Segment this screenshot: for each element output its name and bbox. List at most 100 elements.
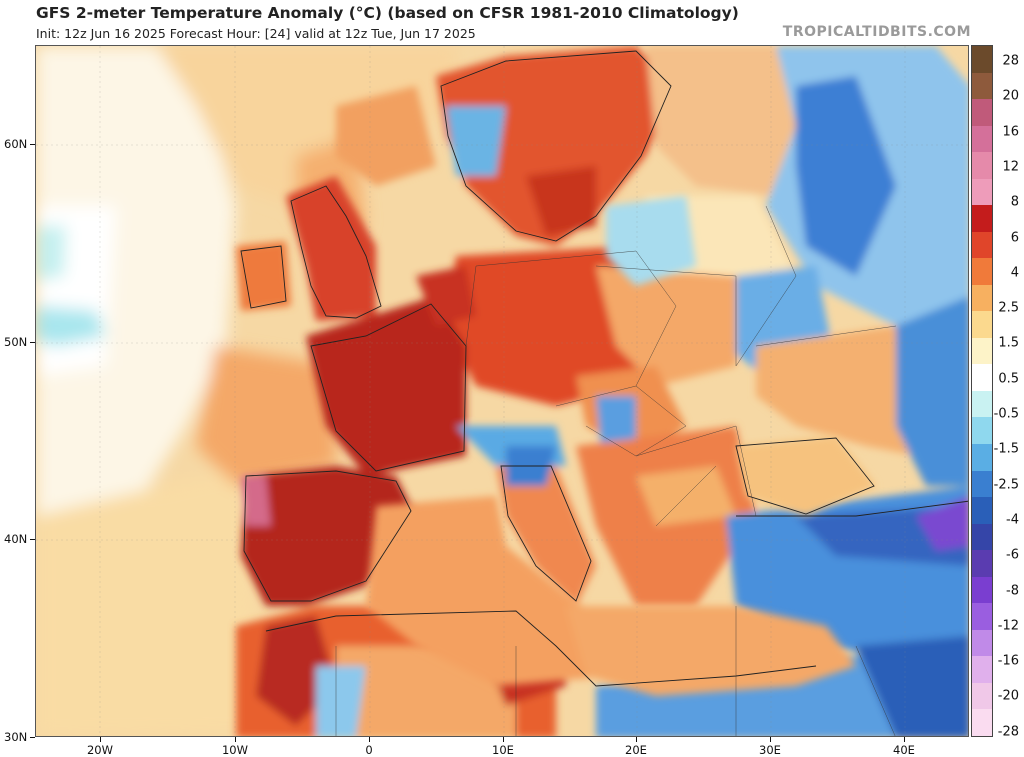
colorbar-label: 6 [1010,230,1019,245]
benelux [416,266,476,326]
colorbar-cell [972,125,992,153]
colorbar-label: 2.5 [998,300,1019,316]
lon-label-10e: 10E [492,743,514,757]
biscay-warm-region [196,346,336,486]
colorbar-cell [972,46,992,73]
map-subtitle: Init: 12z Jun 16 2025 Forecast Hour: [24… [36,26,476,41]
colorbar-cell [972,99,992,126]
sweden-hot [526,166,596,236]
colorbar-cell [972,72,992,100]
colorbar-cell [972,364,992,391]
colorbar-cell [972,390,992,418]
atlas-cool [316,666,366,736]
map-graphic [36,46,968,736]
colorbar-cell [972,603,992,630]
colorbar-cell [972,258,992,285]
portugal-coast-pink [241,476,271,526]
italy [496,466,596,606]
colorbar-cell [972,152,992,179]
lon-label-20e: 20E [625,743,647,757]
colorbar-cell [972,417,992,444]
lat-tick [30,737,35,738]
lat-label-50n: 50N [4,335,28,349]
colorbar [971,45,993,737]
colorbar-cell [972,523,992,551]
lat-label-40n: 40N [4,532,28,546]
lat-label-60n: 60N [4,137,28,151]
colorbar-cell [972,284,992,312]
colorbar-cell [972,470,992,498]
colorbar-label: -8 [1006,583,1019,598]
lon-label-0: 0 [365,743,373,757]
atlantic-neutral-region [36,46,236,516]
lon-tick [100,737,101,742]
lon-label-10w: 10W [221,743,249,757]
lon-label-30e: 30E [759,743,781,757]
colorbar-label: -4 [1006,512,1019,528]
anomaly-map [35,45,969,737]
caucasus-very-cold [916,496,968,551]
colorbar-cell [972,629,992,657]
norwegian-sea-region [156,46,456,206]
lat-tick [30,144,35,145]
colorbar-label: 8 [1010,194,1019,210]
colorbar-label: 12 [1002,159,1019,175]
colorbar-label: -16 [997,653,1019,669]
colorbar-labels: 28 20 16 12 8 6 4 2.5 1.5 0.5 -0.5 -1.5 -2.5 -4 -6 -8 -1… [993,45,1024,740]
colorbar-cell [972,337,992,365]
lat-tick [30,539,35,540]
lon-tick [636,737,637,742]
colorbar-label: 1.5 [998,335,1019,351]
levant-cold [856,636,968,736]
colorbar-cell [972,443,992,471]
atlantic-cool-patch [36,306,106,346]
graticule [36,46,968,736]
colorbar-label: 0.5 [998,371,1019,387]
country-borders [335,205,897,736]
lon-tick [503,737,504,742]
lon-tick [770,737,771,742]
colorbar-label: -12 [997,618,1019,634]
great-britain [286,176,376,321]
colorbar-label: -20 [997,688,1019,704]
colorbar-cell [972,709,992,736]
lon-tick [235,737,236,742]
colorbar-cell [972,231,992,259]
lon-label-40e: 40E [893,743,915,757]
atlantic-south-region [36,466,266,736]
colorbar-cell [972,497,992,524]
map-title: GFS 2-meter Temperature Anomaly (°C) (ba… [36,4,739,22]
colorbar-label: -0.5 [993,406,1019,422]
lon-tick [904,737,905,742]
lat-tick [30,342,35,343]
colorbar-cell [972,682,992,710]
brand-watermark: TROPICALTIDBITS.COM [782,24,971,40]
colorbar-label: -1.5 [993,441,1019,457]
lon-tick [369,737,370,742]
header: GFS 2-meter Temperature Anomaly (°C) (ba… [0,0,1024,46]
north-atlantic-warm [336,86,436,186]
colorbar-cell [972,656,992,683]
baltic-sea-cool [606,196,696,286]
lat-label-30n: 30N [4,730,28,744]
colorbar-cell [972,178,992,206]
colorbar-cell [972,205,992,232]
colorbar-cell [972,311,992,338]
colorbar-label: 28 [1002,53,1019,69]
pannonian-cool-patch [596,396,636,446]
colorbar-cell [972,576,992,604]
colorbar-label: -6 [1006,547,1019,563]
colorbar-cell [972,550,992,577]
volga-cold [896,296,968,486]
atlantic-cool-patch-2 [36,226,66,281]
scandinavia [436,46,676,246]
france [306,296,466,476]
colorbar-label: 4 [1010,265,1019,281]
colorbar-label: 20 [1002,88,1019,104]
eastern-mediterranean [566,606,856,696]
ireland [236,241,291,311]
colorbar-label: -2.5 [993,477,1019,493]
lon-label-20w: 20W [86,743,114,757]
finland [646,46,816,196]
colorbar-label: 16 [1002,124,1019,140]
